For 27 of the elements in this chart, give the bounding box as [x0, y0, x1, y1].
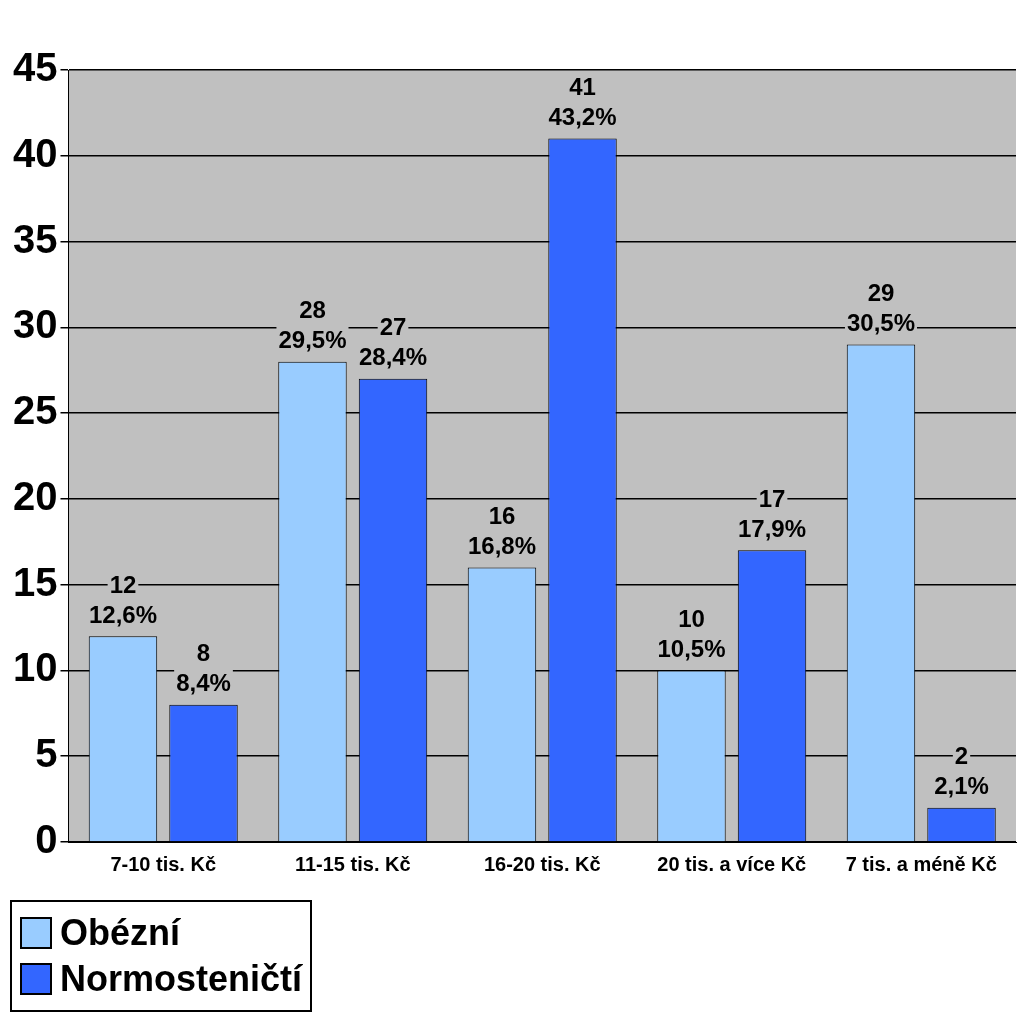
- data-label: 10 10,5%: [657, 605, 726, 663]
- x-tick-label: 20 tis. a více Kč: [657, 852, 807, 875]
- data-label: 17 17,9%: [737, 484, 807, 542]
- data-label: 12 12,6%: [88, 570, 158, 628]
- x-tick-label: 16-20 tis. Kč: [483, 852, 601, 875]
- legend-label: Normosteničtí: [60, 958, 303, 1000]
- data-label: 27 28,4%: [358, 313, 428, 371]
- y-tick-label: 5: [35, 731, 58, 776]
- y-tick-label: 25: [12, 388, 58, 433]
- data-label: 29 30,5%: [846, 279, 916, 337]
- y-tick-label: 15: [12, 559, 58, 604]
- legend-label: Obézní: [60, 912, 181, 954]
- x-tick-label: 11-15 tis. Kč: [294, 852, 411, 875]
- data-label: 41 43,2%: [548, 73, 617, 131]
- x-tick-label: 7 tis. a méně Kč: [845, 852, 997, 875]
- y-tick-label: 0: [35, 817, 58, 862]
- data-label: 16 16,8%: [467, 502, 537, 560]
- y-tick-label: 35: [12, 216, 58, 261]
- y-tick-label: 40: [12, 130, 58, 175]
- data-label: 2 2,1%: [934, 742, 989, 800]
- data-label: 28 29,5%: [278, 296, 347, 354]
- y-tick-label: 45: [12, 45, 58, 90]
- x-tick-label: 7-10 tis. Kč: [110, 852, 217, 875]
- data-label: 8 8,4%: [176, 639, 231, 697]
- y-tick-label: 30: [12, 302, 58, 347]
- y-tick-label: 10: [12, 645, 58, 690]
- y-tick-label: 20: [12, 473, 58, 518]
